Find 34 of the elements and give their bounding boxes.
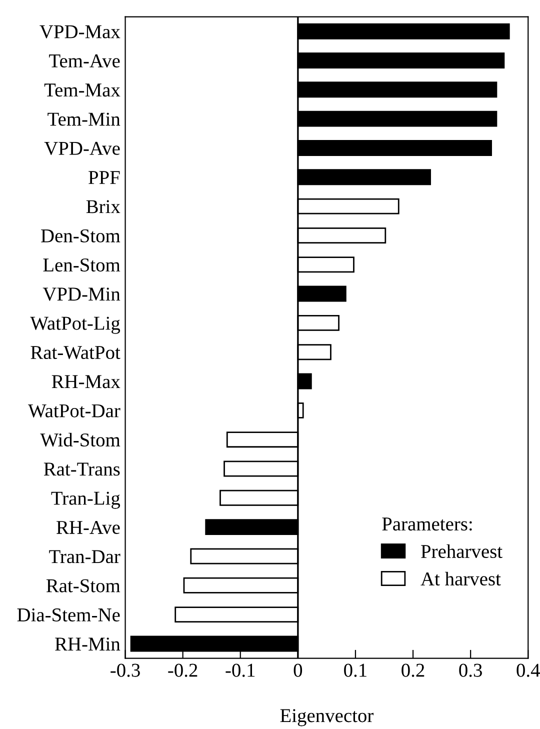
y-tick-label: VPD-Ave (44, 142, 120, 156)
y-tick-label: Tran-Lig (51, 492, 120, 509)
y-tick-label: Rat-Trans (44, 462, 120, 476)
y-tick-label: Dia-Stem-Ne (17, 608, 120, 622)
legend-label: At harvest (420, 572, 501, 586)
x-tick-label: 0.4 (516, 664, 540, 677)
y-tick-label: WatPot-Lig (30, 316, 120, 334)
y-tick-label: VPD-Max (40, 25, 120, 38)
y-tick-label: Tem-Min (48, 112, 120, 126)
x-tick-label: 0.3 (459, 664, 482, 677)
legend-label: Preharvest (421, 544, 502, 558)
x-tick-label: -0.3 (110, 664, 140, 677)
y-tick-label: Tran-Dar (49, 550, 120, 564)
y-tick-label: Len-Stom (43, 258, 120, 272)
y-tick-label: RH-Ave (56, 520, 120, 534)
x-tick-label: 0.2 (402, 664, 424, 677)
y-tick-label: Rat-WatPot (30, 346, 120, 360)
y-tick-label: RH-Max (52, 375, 120, 388)
y-tick-label: RH-Min (55, 638, 120, 650)
y-tick-label: Brix (86, 200, 120, 214)
x-tick-label: -0.2 (168, 664, 198, 677)
x-tick-label: 0.1 (344, 664, 366, 677)
y-tick-label: WatPot-Dar (28, 404, 120, 418)
y-tick-label: Tem-Ave (49, 54, 120, 68)
legend-title: Parameters: (382, 518, 472, 531)
x-tick-label: -0.1 (226, 664, 255, 677)
y-tick-label: Wid-Stom (40, 432, 120, 447)
y-tick-label: VPD-Min (42, 288, 120, 301)
y-tick-label: Den-Stom (41, 229, 120, 242)
y-tick-label: Rat-Stom (46, 579, 120, 592)
x-tick-label: 0 (294, 664, 302, 677)
y-tick-label: PPF (88, 171, 120, 184)
x-axis-title: Eigenvector (280, 709, 374, 726)
y-tick-label: Tem-Max (44, 84, 120, 97)
